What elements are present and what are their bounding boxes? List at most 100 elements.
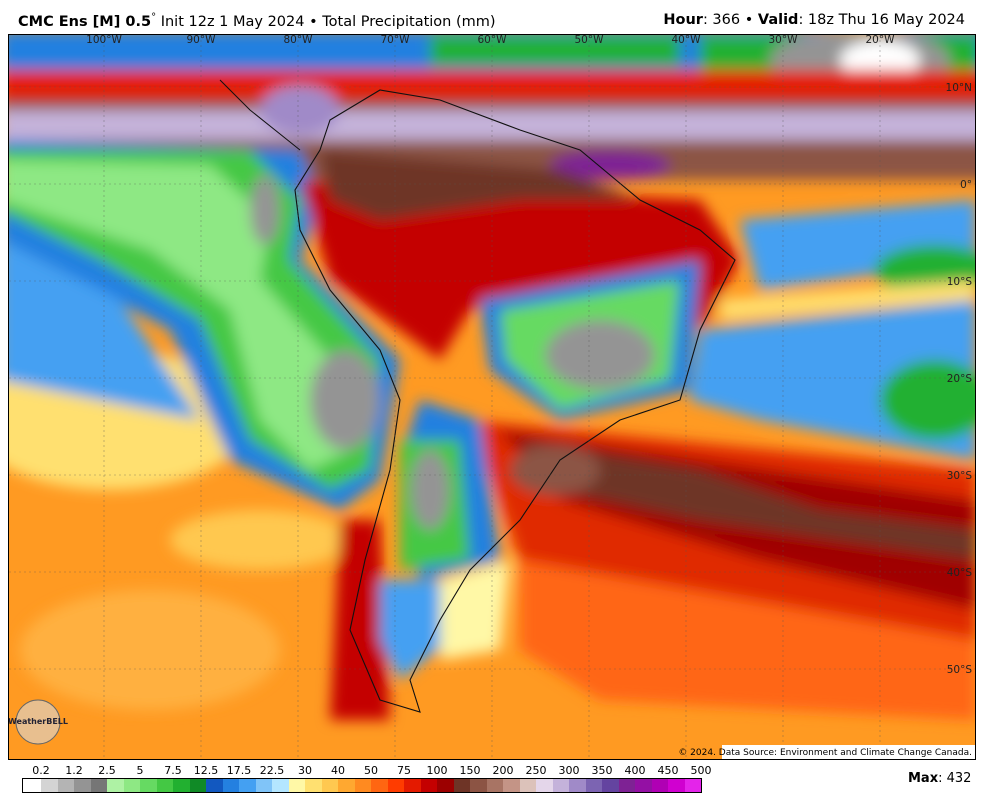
coastline	[294, 89, 736, 713]
colorbar-swatch	[635, 779, 652, 792]
colorbar-swatch	[420, 779, 437, 792]
colorbar-swatch	[569, 779, 586, 792]
colorbar-swatch	[272, 779, 289, 792]
copyright-bg	[722, 745, 975, 759]
longitude-label: 70°W	[381, 34, 411, 46]
colorbar-swatch	[536, 779, 553, 792]
longitude-label: 30°W	[769, 34, 799, 46]
latitude-label: 10°S	[947, 276, 973, 288]
colorbar-swatch	[486, 779, 503, 792]
colorbar-swatch	[651, 779, 668, 792]
colorbar-label: 7.5	[164, 764, 182, 777]
colorbar-label: 350	[591, 764, 613, 777]
title: CMC Ens [M] 0.5° Init 12z 1 May 2024 • T…	[18, 12, 496, 30]
colorbar-swatch	[453, 779, 470, 792]
valid-label: Valid	[757, 12, 799, 28]
colorbar-label: 250	[525, 764, 547, 777]
colorbar-swatch	[602, 779, 619, 792]
colorbar-swatch	[107, 779, 124, 792]
valid-text: : 18z Thu 16 May 2024	[798, 12, 965, 28]
latitude-label: 40°S	[947, 567, 973, 579]
colorbar-swatch	[173, 779, 190, 792]
colorbar-label: 500	[690, 764, 712, 777]
colorbar-label: 0.2	[32, 764, 50, 777]
colorbar-label: 75	[397, 764, 411, 777]
logo: WeatherBELL	[8, 717, 68, 726]
colorbar-swatch	[552, 779, 569, 792]
colorbar-label: 150	[459, 764, 481, 777]
colorbar-label: 200	[492, 764, 514, 777]
colorbar-swatch	[206, 779, 223, 792]
latitude-label: 50°S	[947, 664, 973, 676]
latitude-label: 20°S	[947, 373, 973, 385]
colorbar-swatch	[585, 779, 602, 792]
colorbar-label: 450	[657, 764, 679, 777]
colorbar-label: 300	[558, 764, 580, 777]
longitude-label: 90°W	[187, 34, 217, 46]
colorbar-swatch	[222, 779, 239, 792]
colorbar-label: 1.2	[65, 764, 83, 777]
hour-label: Hour	[663, 12, 703, 28]
colorbar-swatch	[305, 779, 322, 792]
colorbar-swatch	[387, 779, 404, 792]
degree: °	[151, 12, 157, 23]
colorbar-label: 5	[136, 764, 144, 777]
longitude-label: 50°W	[575, 34, 605, 46]
colorbar-label: 400	[624, 764, 646, 777]
colorbar-label: 50	[364, 764, 378, 777]
colorbar-label: 100	[426, 764, 448, 777]
copyright: © 2024. Data Source: Environment and Cli…	[678, 748, 972, 758]
colorbar-swatch	[503, 779, 520, 792]
colorbar-swatch	[140, 779, 157, 792]
colorbar-swatch	[519, 779, 536, 792]
colorbar-swatch	[618, 779, 635, 792]
max: Max: 432	[908, 771, 971, 786]
colorbar-swatch	[437, 779, 454, 792]
colorbar-swatch	[470, 779, 487, 792]
colorbar-swatch	[668, 779, 685, 792]
colorbar-swatch	[41, 779, 58, 792]
colorbar-label: 2.5	[98, 764, 116, 777]
colorbar-label: 12.5	[193, 764, 219, 777]
max-label: Max	[908, 771, 939, 786]
colorbar-swatch	[321, 779, 338, 792]
colorbar-label: 30	[298, 764, 312, 777]
colorbar-swatch	[354, 779, 371, 792]
colorbar-swatch	[156, 779, 173, 792]
colorbar-swatch	[239, 779, 256, 792]
logo-mark	[15, 699, 61, 745]
colorbar	[22, 778, 702, 793]
colorbar-label: 22.5	[259, 764, 285, 777]
longitude-label: 20°W	[866, 34, 896, 46]
map: 100°W 90°W 80°W 70°W 60°W 50°W 40°W 30°W 20°W 10°…	[8, 34, 976, 760]
valid-time: Hour: 366 • Valid: 18z Thu 16 May 2024	[663, 12, 965, 28]
colorbar-swatch	[684, 779, 701, 792]
graticule: 100°W 90°W 80°W 70°W 60°W 50°W 40°W 30°W 20°W 10°…	[9, 34, 975, 759]
colorbar-swatch	[74, 779, 91, 792]
colorbar-swatch	[57, 779, 74, 792]
colorbar-label: 17.5	[226, 764, 252, 777]
latitude-label: 0°	[960, 179, 972, 191]
colorbar-swatch	[255, 779, 272, 792]
colorbar-swatch	[90, 779, 107, 792]
longitude-label: 60°W	[478, 34, 508, 46]
init: Init 12z 1 May 2024 • Total Precipitatio…	[160, 13, 496, 30]
colorbar-swatch	[189, 779, 206, 792]
colorbar-label: 40	[331, 764, 345, 777]
colorbar-swatch	[404, 779, 421, 792]
latitude-label: 10°N	[946, 82, 972, 94]
colorbar-swatch	[23, 779, 41, 792]
coastline	[219, 79, 301, 151]
colorbar-swatch	[371, 779, 388, 792]
colorbar-swatch	[123, 779, 140, 792]
latitude-label: 30°S	[947, 470, 973, 482]
colorbar-swatch	[288, 779, 305, 792]
longitude-label: 80°W	[284, 34, 314, 46]
model: CMC Ens [M] 0.5	[18, 13, 152, 30]
hour-text: : 366 •	[702, 12, 758, 28]
max-text: : 432	[938, 771, 972, 786]
colorbar-swatch	[338, 779, 355, 792]
longitude-label: 100°W	[86, 34, 122, 46]
longitude-label: 40°W	[672, 34, 702, 46]
